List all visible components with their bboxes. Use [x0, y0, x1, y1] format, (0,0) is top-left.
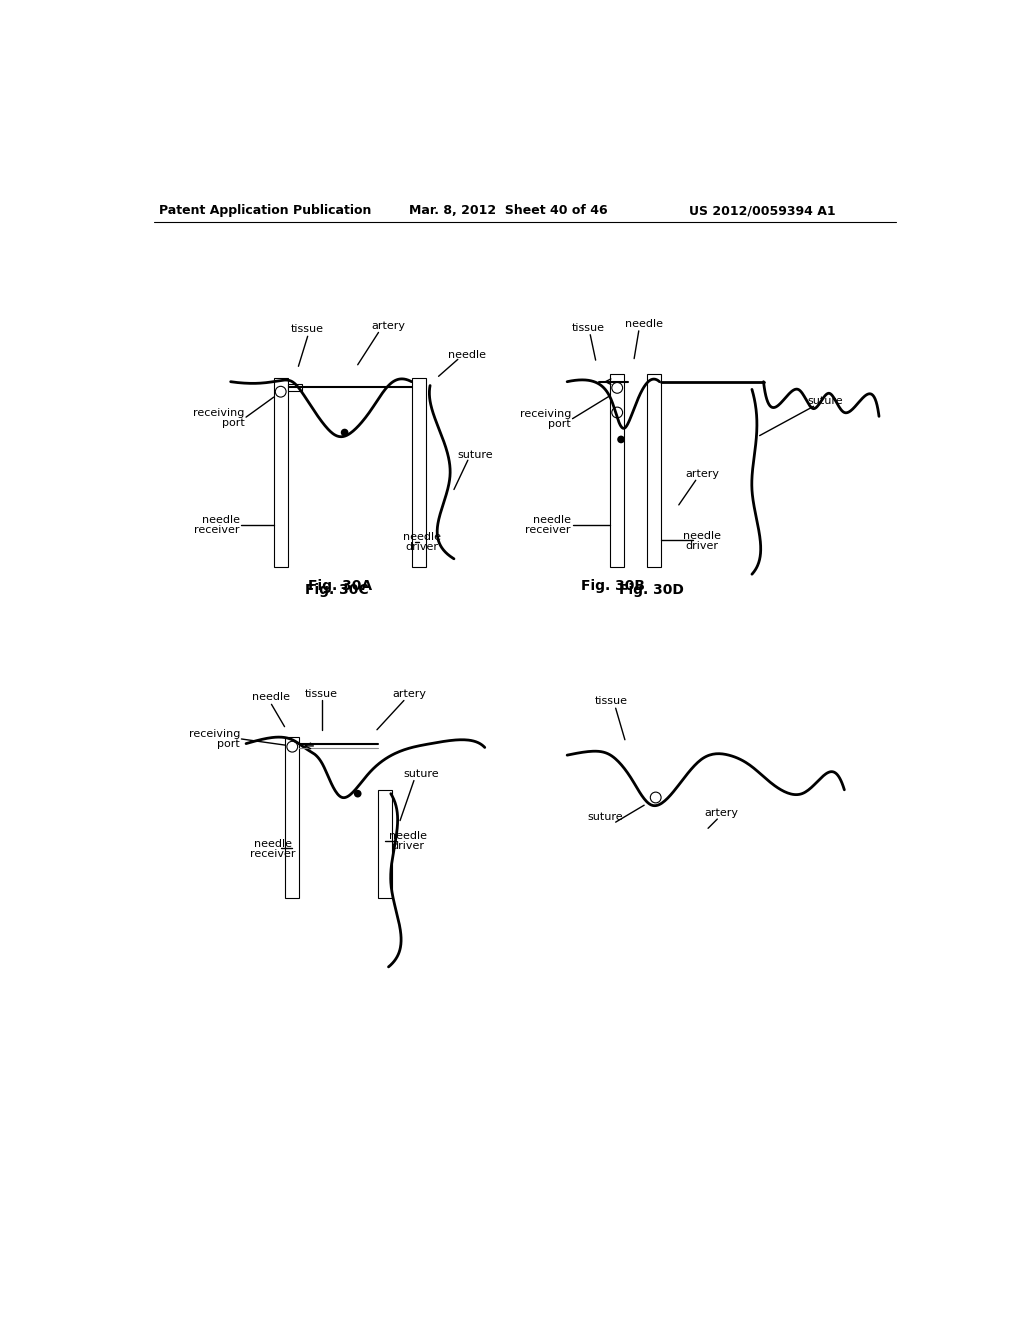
Text: artery: artery	[392, 689, 426, 698]
Text: port: port	[548, 418, 571, 429]
Text: needle: needle	[683, 531, 721, 541]
Text: artery: artery	[372, 321, 406, 331]
Text: driver: driver	[391, 841, 424, 851]
Circle shape	[341, 429, 348, 437]
Text: US 2012/0059394 A1: US 2012/0059394 A1	[689, 205, 836, 218]
Text: needle: needle	[389, 832, 427, 841]
Circle shape	[611, 383, 623, 393]
Text: receiver: receiver	[525, 525, 571, 536]
Circle shape	[354, 789, 361, 797]
Bar	[610, 374, 625, 566]
Text: receiver: receiver	[195, 525, 240, 536]
Text: Fig. 30D: Fig. 30D	[620, 582, 684, 597]
Text: needle: needle	[253, 693, 291, 702]
Text: Fig. 30B: Fig. 30B	[582, 578, 645, 593]
Text: Fig. 30A: Fig. 30A	[308, 578, 372, 593]
Text: suture: suture	[457, 450, 493, 459]
Text: tissue: tissue	[291, 325, 325, 334]
Text: receiving: receiving	[194, 408, 245, 417]
Text: tissue: tissue	[571, 323, 604, 333]
Bar	[286, 738, 299, 898]
Bar	[273, 378, 288, 566]
Text: port: port	[222, 417, 245, 428]
Bar	[288, 384, 301, 391]
Text: tissue: tissue	[595, 696, 628, 706]
Circle shape	[650, 792, 662, 803]
Bar	[378, 789, 391, 898]
Text: artery: artery	[705, 808, 738, 818]
Text: tissue: tissue	[305, 689, 338, 698]
Text: Patent Application Publication: Patent Application Publication	[159, 205, 372, 218]
Text: needle: needle	[534, 515, 571, 525]
Text: suture: suture	[807, 396, 843, 407]
Text: needle: needle	[254, 838, 292, 849]
Circle shape	[617, 436, 625, 444]
Text: receiving: receiving	[519, 409, 571, 418]
Text: driver: driver	[406, 543, 438, 552]
Circle shape	[275, 387, 286, 397]
Text: needle: needle	[625, 319, 664, 329]
Text: Fig. 30C: Fig. 30C	[305, 582, 369, 597]
Circle shape	[611, 407, 623, 418]
Text: port: port	[217, 739, 240, 750]
Text: suture: suture	[403, 770, 439, 779]
Text: receiving: receiving	[188, 730, 240, 739]
Text: Mar. 8, 2012  Sheet 40 of 46: Mar. 8, 2012 Sheet 40 of 46	[409, 205, 607, 218]
Text: receiver: receiver	[250, 849, 296, 859]
Text: needle: needle	[402, 532, 440, 543]
Bar	[647, 374, 662, 566]
Text: needle: needle	[449, 350, 486, 360]
Text: needle: needle	[202, 515, 240, 525]
Bar	[413, 378, 426, 566]
Text: suture: suture	[588, 812, 624, 822]
Text: driver: driver	[685, 541, 719, 550]
Text: artery: artery	[685, 469, 719, 479]
Circle shape	[287, 742, 298, 752]
